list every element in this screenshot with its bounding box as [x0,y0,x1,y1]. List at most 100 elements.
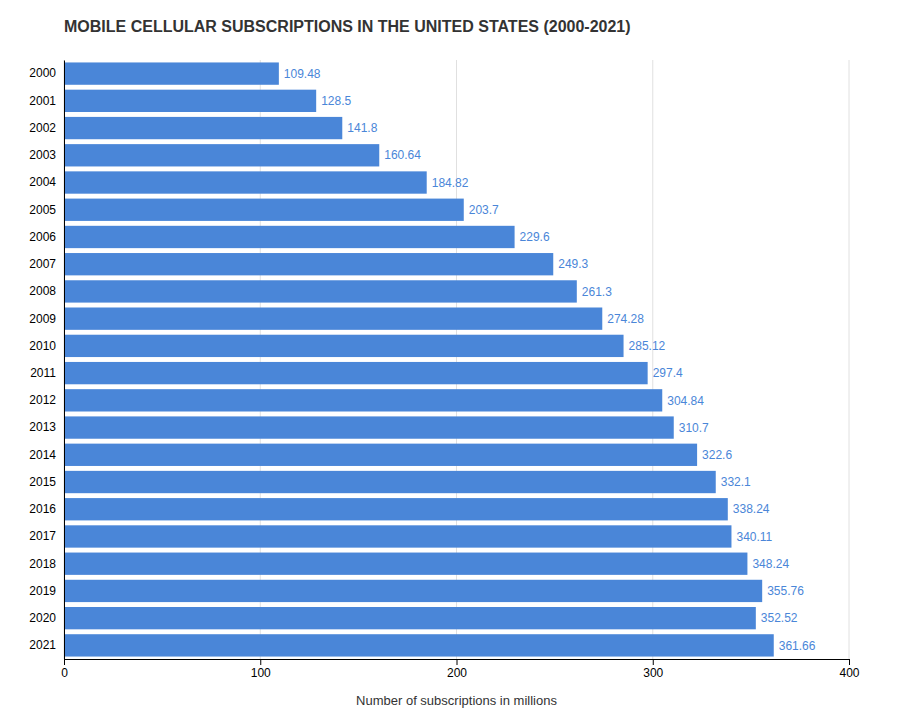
x-tick-mark [653,659,654,665]
x-tick-mark [849,659,850,665]
y-tick-label: 2021 [29,638,56,652]
y-tick-label: 2014 [29,448,56,462]
data-label: 109.48 [284,67,321,81]
bar [64,362,648,384]
data-label: 355.76 [767,584,804,598]
bar [64,607,756,629]
y-tick: 2012 [29,393,56,407]
y-tick: 2002 [29,121,56,135]
data-label: 141.8 [347,121,377,135]
y-tick-label: 2004 [29,175,56,189]
data-label: 274.28 [607,312,644,326]
bar [64,634,774,656]
y-tick: 2014 [29,448,56,462]
x-tick-mark [64,659,65,665]
y-tick: 2017 [29,529,56,543]
bar [64,90,316,112]
y-tick-label: 2017 [29,529,56,543]
x-tick-label: 200 [447,666,467,680]
y-tick-label: 2002 [29,121,56,135]
y-tick: 2011 [30,366,56,380]
bar [64,199,464,221]
bar [64,444,697,466]
y-tick: 2004 [29,175,56,189]
bar [64,226,515,248]
bar [64,144,379,166]
data-label: 332.1 [721,475,751,489]
data-label: 338.24 [733,502,770,516]
data-label: 184.82 [432,176,469,190]
data-label: 352.52 [761,611,798,625]
data-label: 249.3 [558,257,588,271]
chart-container: 109.48128.5141.8160.64184.82203.7229.624… [0,0,909,721]
y-tick: 2000 [29,66,56,80]
data-label: 297.4 [653,366,683,380]
y-tick: 2010 [29,339,56,353]
y-tick: 2016 [29,502,56,516]
y-tick-label: 2003 [29,148,56,162]
x-tick: 200 [447,659,467,680]
bar [64,498,728,520]
bar [64,389,662,411]
y-tick-label: 2020 [29,611,56,625]
y-tick-label: 2019 [29,584,56,598]
bar [64,416,674,438]
y-tick-label: 2016 [29,502,56,516]
y-tick: 2018 [29,557,56,571]
y-tick-label: 2009 [29,311,56,325]
bar [64,471,716,493]
bar [64,335,624,357]
y-tick: 2019 [29,584,56,598]
x-tick-mark [457,659,458,665]
data-label: 203.7 [469,203,499,217]
y-tick-label: 2008 [29,284,56,298]
y-tick: 2006 [29,230,56,244]
data-label: 261.3 [582,285,612,299]
y-tick-label: 2012 [29,393,56,407]
x-axis-label: Number of subscriptions in millions [356,693,557,708]
y-tick-label: 2015 [29,475,56,489]
y-tick-label: 2001 [29,94,56,108]
x-tick: 400 [839,659,859,680]
bar [64,525,731,547]
bar [64,580,762,602]
y-tick: 2013 [29,420,56,434]
grid-line [849,60,850,659]
y-axis: 2000 2001 2002 2003 2004 2005 2006 2007 2008 2009… [29,61,64,660]
data-label: 361.66 [779,639,816,653]
grid-line [64,60,65,659]
x-axis: 0 100 200 300 400 [61,659,860,680]
bar [64,117,342,139]
data-labels: 109.48128.5141.8160.64184.82203.7229.624… [284,67,816,653]
y-tick-label: 2000 [29,66,56,80]
x-tick-label: 300 [643,666,663,680]
y-tick-label: 2013 [29,420,56,434]
plot-area: 109.48128.5141.8160.64184.82203.7229.624… [29,60,860,680]
x-tick: 0 [61,659,68,680]
data-label: 229.6 [520,230,550,244]
x-tick-label: 100 [251,666,271,680]
y-tick: 2020 [29,611,56,625]
x-tick-label: 0 [61,666,68,680]
y-tick: 2015 [29,475,56,489]
y-tick: 2005 [29,203,56,217]
data-label: 340.11 [736,530,772,544]
bar [64,307,602,329]
y-tick-label: 2010 [29,339,56,353]
bars [64,62,774,656]
x-tick-mark [260,659,261,665]
bar [64,62,279,84]
data-label: 128.5 [321,94,351,108]
x-tick-label: 400 [839,666,859,680]
y-tick: 2001 [29,94,56,108]
x-tick: 100 [251,659,271,680]
chart-title: MOBILE CELLULAR SUBSCRIPTIONS IN THE UNI… [64,18,631,35]
y-tick-label: 2011 [30,366,56,380]
y-tick: 2008 [29,284,56,298]
y-tick-label: 2006 [29,230,56,244]
y-tick-label: 2007 [29,257,56,271]
y-tick-label: 2005 [29,203,56,217]
data-label: 348.24 [752,557,789,571]
data-label: 285.12 [629,339,666,353]
y-tick: 2009 [29,311,56,325]
